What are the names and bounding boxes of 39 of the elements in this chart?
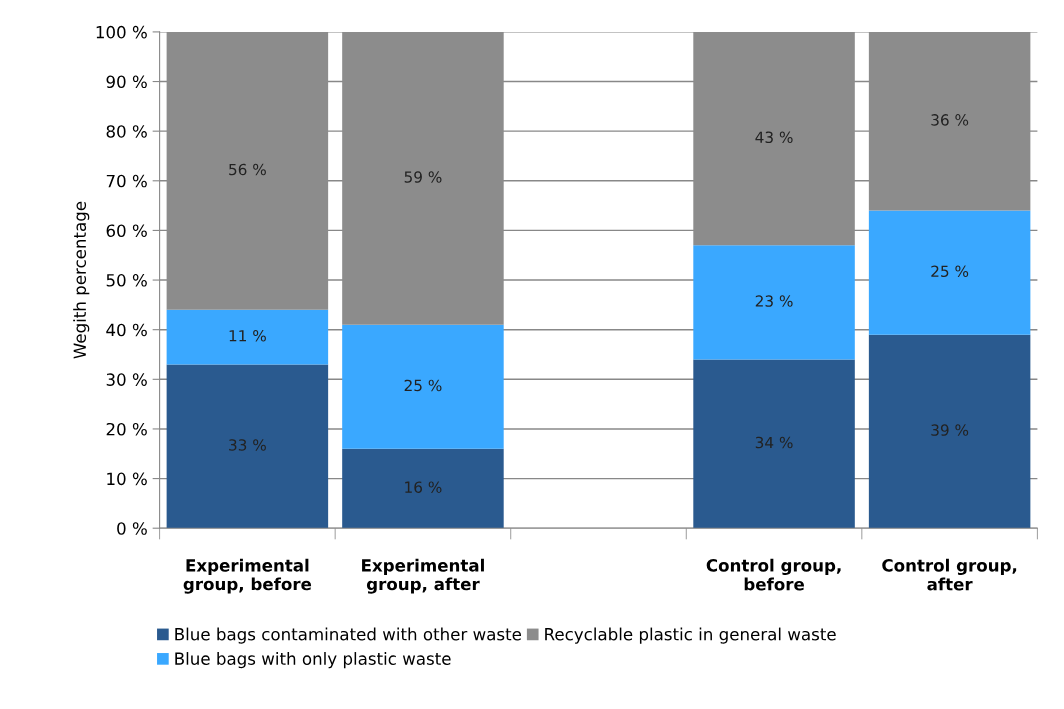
bar xyxy=(693,245,855,360)
data-label: 36 % xyxy=(931,114,969,126)
y-axis-title: Wegith percentage xyxy=(73,201,90,359)
bar xyxy=(342,324,504,449)
data-label: 39 % xyxy=(931,424,969,436)
x-tick-label: Control group, before xyxy=(706,558,841,591)
legend-label: Blue bags with only plastic waste xyxy=(175,652,451,669)
legend-label: Recyclable plastic in general waste xyxy=(545,627,836,644)
y-tick-label: 90 % xyxy=(106,75,147,89)
y-tick-label: 80 % xyxy=(106,125,147,138)
data-label: 25 % xyxy=(931,265,969,278)
data-label: 43 % xyxy=(755,131,793,144)
data-label: 34 % xyxy=(755,436,793,449)
y-tick-label: 30 % xyxy=(106,373,147,386)
y-tick-label: 100 % xyxy=(96,25,147,39)
data-label: 56 % xyxy=(229,163,266,176)
legend-label: Blue bags contaminated with other waste xyxy=(175,627,522,644)
x-tick-label: Experimental group, after xyxy=(362,558,484,594)
bar xyxy=(868,334,1031,529)
y-tick-label: 50 % xyxy=(106,274,147,287)
y-tick-label: 20 % xyxy=(106,422,147,436)
bar xyxy=(868,210,1031,335)
bar xyxy=(166,309,329,365)
data-label: 23 % xyxy=(755,295,793,307)
bar xyxy=(342,448,504,529)
y-tick-label: 70 % xyxy=(106,174,147,188)
y-tick-label: 10 % xyxy=(107,472,147,486)
data-label: 59 % xyxy=(404,171,442,183)
bar xyxy=(166,364,329,529)
x-tick-label: Experimental group, before xyxy=(183,558,312,594)
data-label: 11 % xyxy=(229,330,266,342)
data-label: 16 % xyxy=(405,481,442,493)
y-tick-label: 60 % xyxy=(106,224,147,237)
data-label: 25 % xyxy=(404,379,442,392)
data-label: 33 % xyxy=(229,439,266,451)
y-tick-label: 0 % xyxy=(117,522,147,535)
x-tick-label: Control group, after xyxy=(882,558,1017,591)
bar xyxy=(693,359,855,529)
y-tick-label: 40 % xyxy=(106,323,147,337)
